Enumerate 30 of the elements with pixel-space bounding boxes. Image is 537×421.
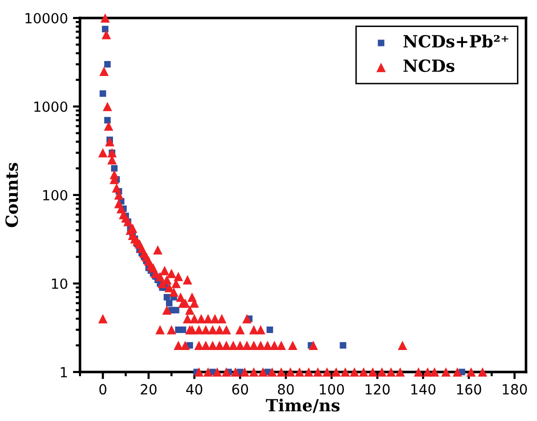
- x-tick-label: 0: [99, 384, 106, 395]
- point: [102, 26, 108, 32]
- legend-label: NCDs: [403, 59, 454, 72]
- x-tick-label: 140: [411, 384, 436, 395]
- x-tick-label: 20: [140, 384, 157, 395]
- y-tick-label: 10000: [26, 12, 68, 24]
- y-tick-label: 1: [60, 367, 67, 378]
- x-tick-label: 160: [457, 384, 482, 395]
- point: [104, 116, 111, 124]
- x-tick-label: 60: [232, 384, 248, 395]
- x-tick-label: 100: [320, 384, 344, 395]
- point: [266, 326, 274, 334]
- x-axis-title: Time/ns: [266, 398, 340, 413]
- legend-label: NCDs+Pb²⁺: [403, 34, 508, 48]
- point: [164, 294, 170, 300]
- point: [180, 326, 186, 334]
- x-tick-label: 180: [502, 384, 527, 395]
- x-tick-label: 80: [278, 384, 294, 395]
- point: [166, 300, 172, 306]
- point: [172, 306, 180, 314]
- x-tick-label: 40: [186, 384, 202, 395]
- point: [340, 342, 346, 349]
- y-tick-label: 100: [43, 190, 68, 200]
- point: [111, 165, 118, 172]
- y-tick-label: 1000: [34, 101, 68, 112]
- point: [104, 61, 111, 68]
- y-tick-label: 10: [52, 278, 68, 289]
- x-tick-label: 120: [366, 384, 390, 395]
- point: [100, 90, 106, 97]
- y-axis-title: Counts: [5, 162, 18, 228]
